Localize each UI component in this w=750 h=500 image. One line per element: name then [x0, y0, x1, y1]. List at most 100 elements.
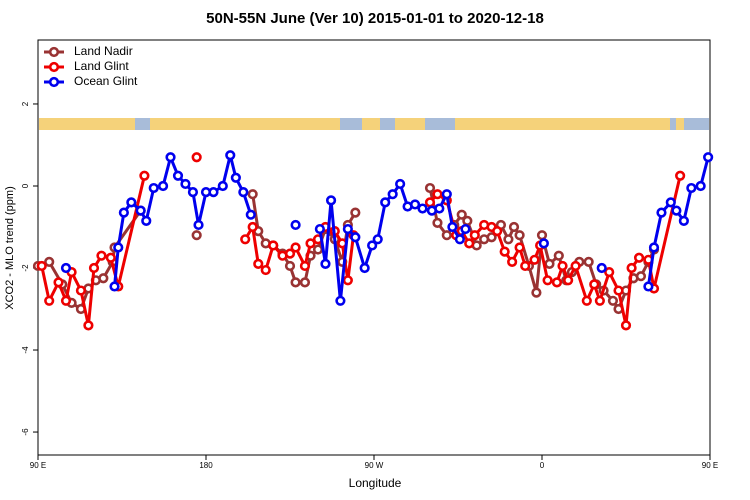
data-point — [633, 252, 645, 263]
data-point — [247, 189, 258, 200]
data-point — [44, 295, 55, 306]
data-point — [671, 205, 682, 216]
x-tick-label: 90 W — [365, 461, 384, 470]
data-point — [492, 225, 503, 237]
data-point — [299, 260, 311, 272]
data-point — [395, 178, 406, 190]
data-point — [434, 203, 445, 214]
x-tick-label: 90 E — [702, 461, 718, 470]
data-point — [464, 238, 475, 249]
data-point — [109, 281, 120, 292]
data-point — [441, 230, 452, 241]
data-point — [113, 242, 124, 253]
data-point — [675, 170, 686, 181]
data-point — [656, 207, 667, 218]
data-point — [542, 275, 553, 286]
data-point — [135, 205, 146, 216]
legend-label: Ocean Glint — [74, 74, 138, 88]
data-point — [557, 260, 568, 272]
data-point — [486, 232, 497, 243]
series-line — [113, 153, 710, 303]
data-point — [253, 258, 264, 270]
data-point — [424, 182, 436, 194]
data-point — [594, 295, 605, 306]
data-point — [314, 223, 325, 235]
data-point — [299, 277, 311, 288]
data-point — [469, 230, 480, 241]
data-point — [105, 252, 116, 263]
data-point — [290, 219, 301, 231]
y-tick-label: -2 — [21, 264, 30, 272]
data-point — [83, 320, 94, 331]
data-point — [312, 244, 324, 255]
data-point — [75, 285, 87, 296]
data-point — [359, 262, 370, 274]
data-point — [581, 295, 592, 306]
y-tick-label: -6 — [21, 428, 30, 436]
data-point — [191, 230, 202, 241]
data-point — [678, 215, 689, 226]
data-point — [456, 209, 467, 220]
data-point — [191, 152, 202, 163]
data-point — [589, 279, 600, 290]
data-point — [553, 250, 564, 261]
data-point — [536, 230, 548, 241]
data-point — [350, 207, 361, 218]
data-point — [441, 189, 452, 200]
data-point — [424, 197, 436, 208]
data-point — [187, 187, 199, 198]
data-point — [520, 260, 531, 272]
data-point — [172, 170, 184, 181]
data-point — [320, 258, 331, 270]
data-point — [60, 262, 72, 274]
data-point — [118, 207, 129, 218]
land-sea-strip — [39, 118, 709, 130]
data-point — [551, 277, 563, 288]
data-point — [126, 197, 137, 208]
data-point — [284, 248, 296, 259]
data-point — [503, 234, 514, 245]
data-point — [607, 295, 619, 306]
data-point — [290, 242, 301, 253]
data-point — [367, 240, 378, 251]
y-tick-label: -4 — [21, 346, 30, 354]
data-point — [613, 285, 624, 296]
data-point — [245, 209, 256, 220]
data-point — [60, 295, 72, 306]
data-point — [635, 271, 647, 282]
data-point — [544, 258, 555, 270]
data-point — [230, 172, 241, 183]
data-point — [508, 221, 520, 233]
data-point — [284, 260, 296, 272]
data-point — [665, 197, 676, 208]
data-point — [225, 150, 236, 161]
data-point — [342, 223, 353, 235]
x-tick-label: 90 E — [30, 461, 46, 470]
data-point — [165, 152, 176, 163]
data-point — [290, 277, 301, 288]
data-point — [454, 234, 465, 245]
data-point — [325, 195, 337, 206]
data-point — [447, 221, 458, 233]
data-point — [538, 238, 549, 249]
x-tick-label: 180 — [199, 461, 213, 470]
data-point — [531, 287, 542, 298]
data-point — [583, 256, 594, 267]
data-point — [703, 152, 714, 163]
x-axis-label: Longitude — [349, 476, 402, 490]
data-point — [563, 275, 574, 286]
data-point — [507, 256, 518, 267]
data-point — [387, 189, 398, 200]
data-point — [96, 250, 107, 261]
legend-marker — [48, 76, 60, 88]
data-point — [460, 223, 471, 235]
data-point — [180, 178, 191, 190]
legend-label: Land Glint — [74, 59, 129, 73]
data-point — [217, 180, 228, 192]
data-point — [514, 230, 525, 241]
legend-marker — [48, 46, 60, 58]
data-point — [596, 262, 607, 274]
data-point — [148, 182, 159, 194]
data-point — [643, 281, 654, 292]
data-point — [342, 275, 353, 286]
